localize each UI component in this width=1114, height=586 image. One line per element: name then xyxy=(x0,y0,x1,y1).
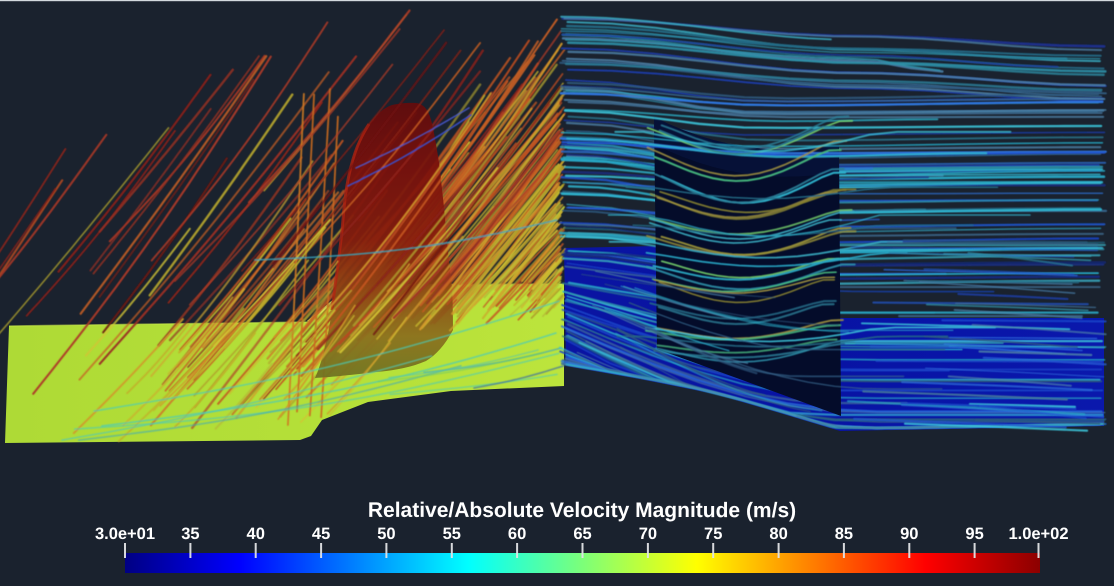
svg-text:80: 80 xyxy=(769,525,787,543)
svg-text:35: 35 xyxy=(181,525,199,543)
svg-text:70: 70 xyxy=(639,525,657,543)
svg-text:1.0e+02: 1.0e+02 xyxy=(1008,525,1068,543)
svg-text:Relative/Absolute Velocity Mag: Relative/Absolute Velocity Magnitude (m/… xyxy=(368,499,796,522)
svg-text:75: 75 xyxy=(704,525,722,543)
svg-text:60: 60 xyxy=(508,525,526,543)
svg-text:90: 90 xyxy=(900,525,918,543)
svg-text:40: 40 xyxy=(247,525,265,543)
svg-text:45: 45 xyxy=(312,525,330,543)
svg-text:55: 55 xyxy=(443,525,461,543)
svg-text:95: 95 xyxy=(965,525,983,543)
svg-text:85: 85 xyxy=(835,525,853,543)
svg-text:65: 65 xyxy=(573,525,591,543)
svg-text:3.0e+01: 3.0e+01 xyxy=(95,525,155,543)
svg-text:50: 50 xyxy=(377,525,395,543)
